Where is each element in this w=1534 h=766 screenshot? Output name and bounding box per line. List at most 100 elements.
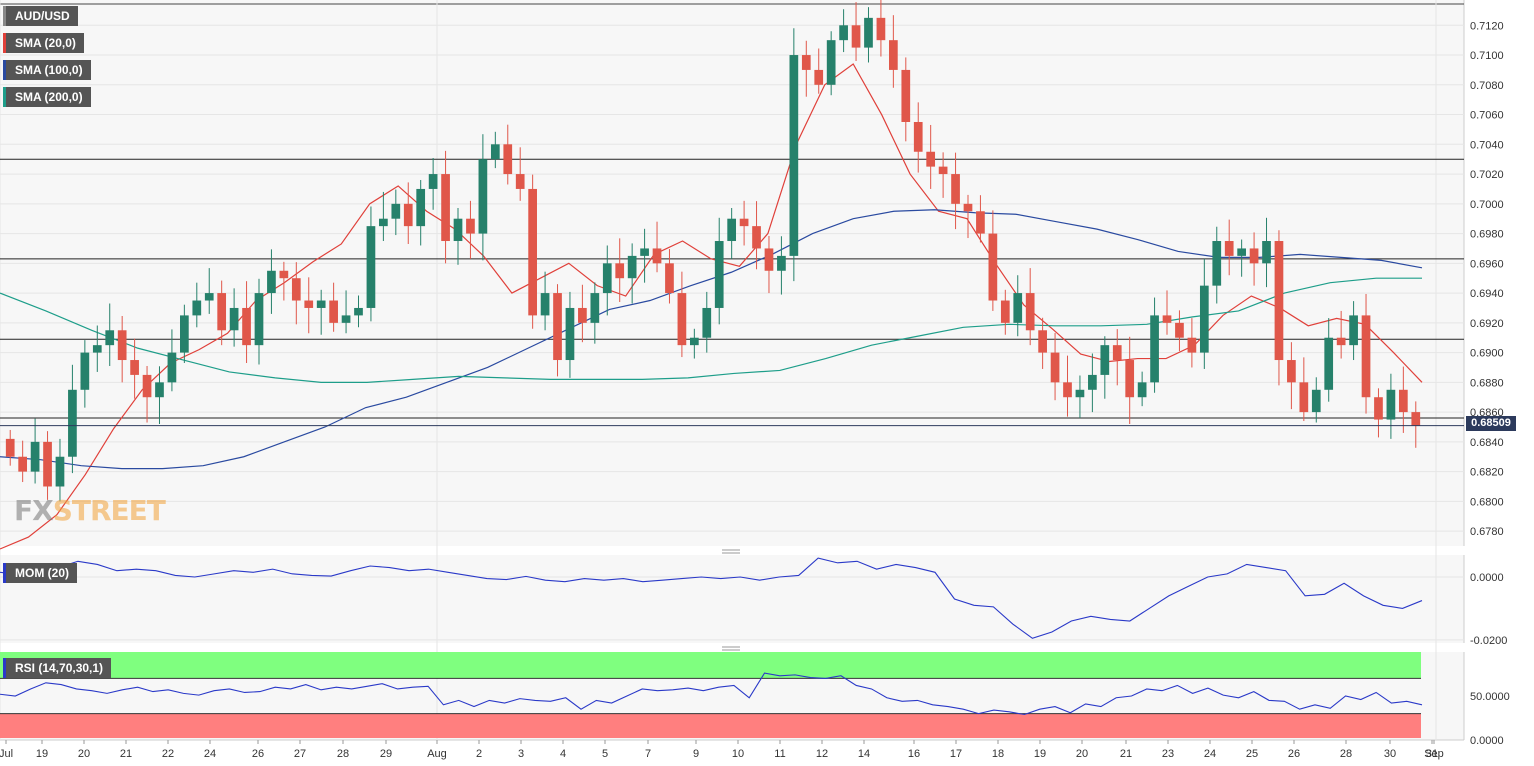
candle-103 — [1287, 342, 1296, 410]
candle-88 — [1100, 336, 1110, 399]
candle-body-68 — [851, 25, 861, 48]
x-label-10: Aug — [427, 748, 447, 760]
x-label-17: 10 — [732, 748, 744, 760]
mom-label-text: MOM (20) — [15, 566, 69, 580]
x-label-9: 29 — [380, 748, 392, 760]
candle-body-77 — [963, 203, 973, 212]
candle-body-29 — [366, 226, 376, 308]
candle-body-100 — [1249, 248, 1259, 264]
candle-body-109 — [1361, 315, 1371, 398]
candle-body-23 — [291, 278, 301, 301]
candle-body-92 — [1150, 315, 1159, 383]
candle-body-4 — [55, 456, 65, 487]
candle-body-107 — [1336, 337, 1346, 346]
mom-panel-label[interactable]: MOM (20) — [3, 563, 77, 583]
candle-30 — [379, 191, 388, 242]
candle-body-61 — [764, 248, 774, 271]
candle-body-86 — [1075, 389, 1085, 398]
candle-body-65 — [814, 69, 824, 85]
candle-25 — [316, 289, 326, 335]
candle-86 — [1075, 375, 1085, 419]
candle-59 — [739, 200, 749, 246]
x-label-8: 28 — [337, 748, 349, 760]
candle-29 — [366, 206, 376, 322]
x-label-27: 23 — [1162, 748, 1174, 760]
candle-58 — [727, 207, 737, 259]
x-label-6: 26 — [252, 748, 264, 760]
mom-panel: 0.0000 -0.0200 — [0, 557, 1507, 647]
x-label-23: 18 — [992, 748, 1004, 760]
candle-37 — [466, 200, 475, 259]
candle-body-90 — [1125, 360, 1135, 398]
candle-46 — [578, 284, 587, 343]
fxstreet-logo: FXSTREET — [14, 494, 166, 527]
candle-body-47 — [590, 293, 600, 323]
candle-body-9 — [117, 330, 127, 361]
candle-body-67 — [839, 25, 848, 41]
candle-body-106 — [1324, 337, 1334, 390]
panel-divider-2[interactable] — [722, 646, 740, 651]
panel-divider-1[interactable] — [722, 549, 740, 554]
candle-body-74 — [926, 151, 936, 167]
candle-body-5 — [68, 389, 77, 457]
candle-body-110 — [1374, 397, 1383, 420]
candle-24 — [304, 277, 314, 334]
candle-body-45 — [565, 307, 575, 361]
x-label-31: 28 — [1340, 748, 1352, 760]
legend-sma200-label: SMA (200,0) — [15, 90, 83, 104]
candle-7 — [92, 325, 102, 372]
candle-body-111 — [1386, 389, 1396, 420]
candle-107 — [1336, 310, 1346, 359]
price-tick-7: 0.6980 — [1470, 229, 1504, 241]
x-label-0: Jul — [0, 748, 13, 760]
x-label-2: 20 — [78, 748, 90, 760]
candle-body-15 — [192, 300, 202, 316]
current-price-badge: 0.68509 — [1466, 416, 1516, 431]
candle-100 — [1249, 232, 1259, 286]
legend-sma100[interactable]: SMA (100,0) — [3, 60, 91, 80]
candle-body-28 — [354, 307, 363, 316]
mom-label-swatch — [3, 563, 6, 583]
candle-89 — [1112, 329, 1122, 386]
candle-31 — [391, 189, 401, 236]
candle-78 — [976, 195, 985, 243]
candle-60 — [752, 201, 761, 270]
legend-sma20[interactable]: SMA (20,0) — [3, 33, 84, 53]
candle-36 — [453, 207, 463, 265]
candle-body-56 — [702, 307, 712, 338]
candle-body-30 — [379, 218, 388, 227]
candle-body-19 — [242, 307, 251, 346]
candle-64 — [801, 40, 811, 97]
x-label-33: 31 — [1426, 748, 1438, 760]
candle-113 — [1411, 401, 1421, 448]
candle-body-46 — [578, 307, 587, 323]
candle-105 — [1311, 377, 1321, 423]
legend-symbol[interactable]: AUD/USD — [3, 6, 78, 26]
candle-47 — [590, 282, 600, 344]
rsi-tick-0: 50.0000 — [1470, 691, 1510, 703]
legend-sma200[interactable]: SMA (200,0) — [3, 87, 91, 107]
candle-body-105 — [1311, 389, 1321, 413]
candle-90 — [1125, 336, 1135, 425]
rsi-panel-label[interactable]: RSI (14,70,30,1) — [3, 658, 112, 678]
rsi-line — [0, 672, 1423, 716]
mom-tick-1: -0.0200 — [1470, 635, 1507, 647]
candle-body-69 — [864, 17, 873, 48]
price-tick-12: 0.6880 — [1470, 377, 1504, 389]
candle-body-21 — [267, 270, 276, 294]
candle-body-113 — [1411, 412, 1421, 426]
candle-106 — [1324, 318, 1334, 402]
x-label-4: 22 — [162, 748, 174, 760]
candle-body-20 — [254, 293, 264, 346]
candle-91 — [1137, 371, 1147, 407]
candle-body-6 — [80, 352, 90, 390]
price-tick-2: 0.7080 — [1470, 80, 1504, 92]
candle-body-104 — [1299, 382, 1309, 413]
candle-body-8 — [105, 330, 115, 346]
candle-body-37 — [466, 218, 475, 234]
candle-body-31 — [391, 203, 401, 219]
candle-67 — [839, 9, 848, 53]
candle-99 — [1237, 239, 1246, 277]
candle-body-49 — [615, 263, 625, 279]
candle-body-54 — [677, 293, 687, 346]
